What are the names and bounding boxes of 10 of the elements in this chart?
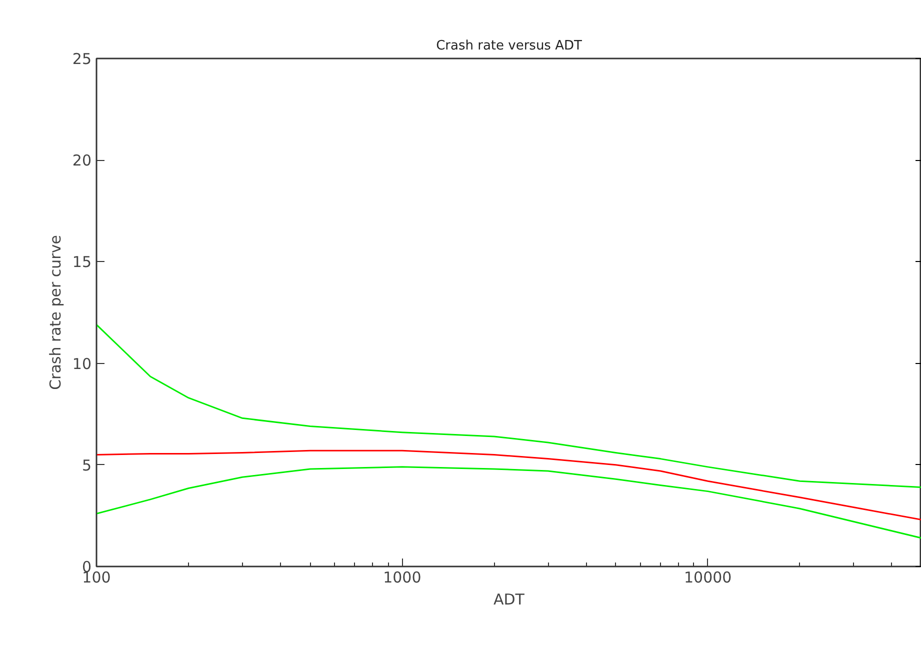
x-axis-title: ADT — [494, 590, 526, 608]
y-tick-label: 25 — [72, 50, 92, 68]
y-tick-label: 10 — [72, 354, 92, 373]
x-tick-label: 10000 — [684, 568, 732, 586]
y-tick-label: 5 — [82, 456, 92, 474]
y-axis-title: Crash rate per curve — [46, 235, 64, 390]
y-tick-label: 15 — [72, 253, 92, 272]
chart-title: Crash rate versus ADT — [436, 38, 582, 54]
y-tick-label: 20 — [72, 152, 92, 170]
x-tick-label: 1000 — [383, 568, 422, 586]
